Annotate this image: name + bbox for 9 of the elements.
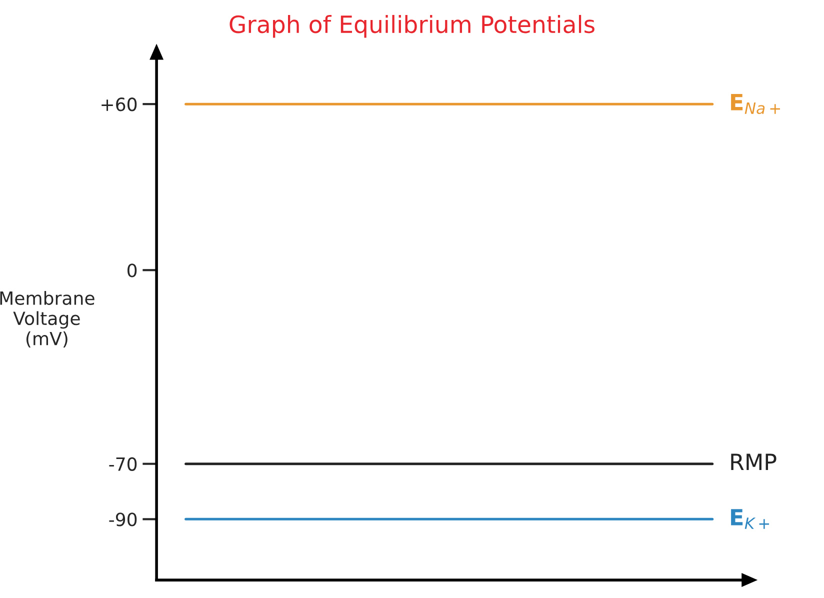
y-tick-label: -70 (109, 457, 137, 471)
y-tick-label: 0 (128, 264, 137, 278)
chart-title: Graph of Equilibrium Potentials (230, 14, 594, 38)
y-axis-title: Membrane Voltage (mV) (0, 290, 94, 348)
y-tick-label: +60 (102, 98, 137, 112)
series-label: E$_{Na+}$ (731, 94, 780, 114)
series-label: RMP (731, 454, 776, 470)
series-label: E$_{K+}$ (731, 509, 770, 529)
y-tick-label: -90 (109, 512, 137, 526)
